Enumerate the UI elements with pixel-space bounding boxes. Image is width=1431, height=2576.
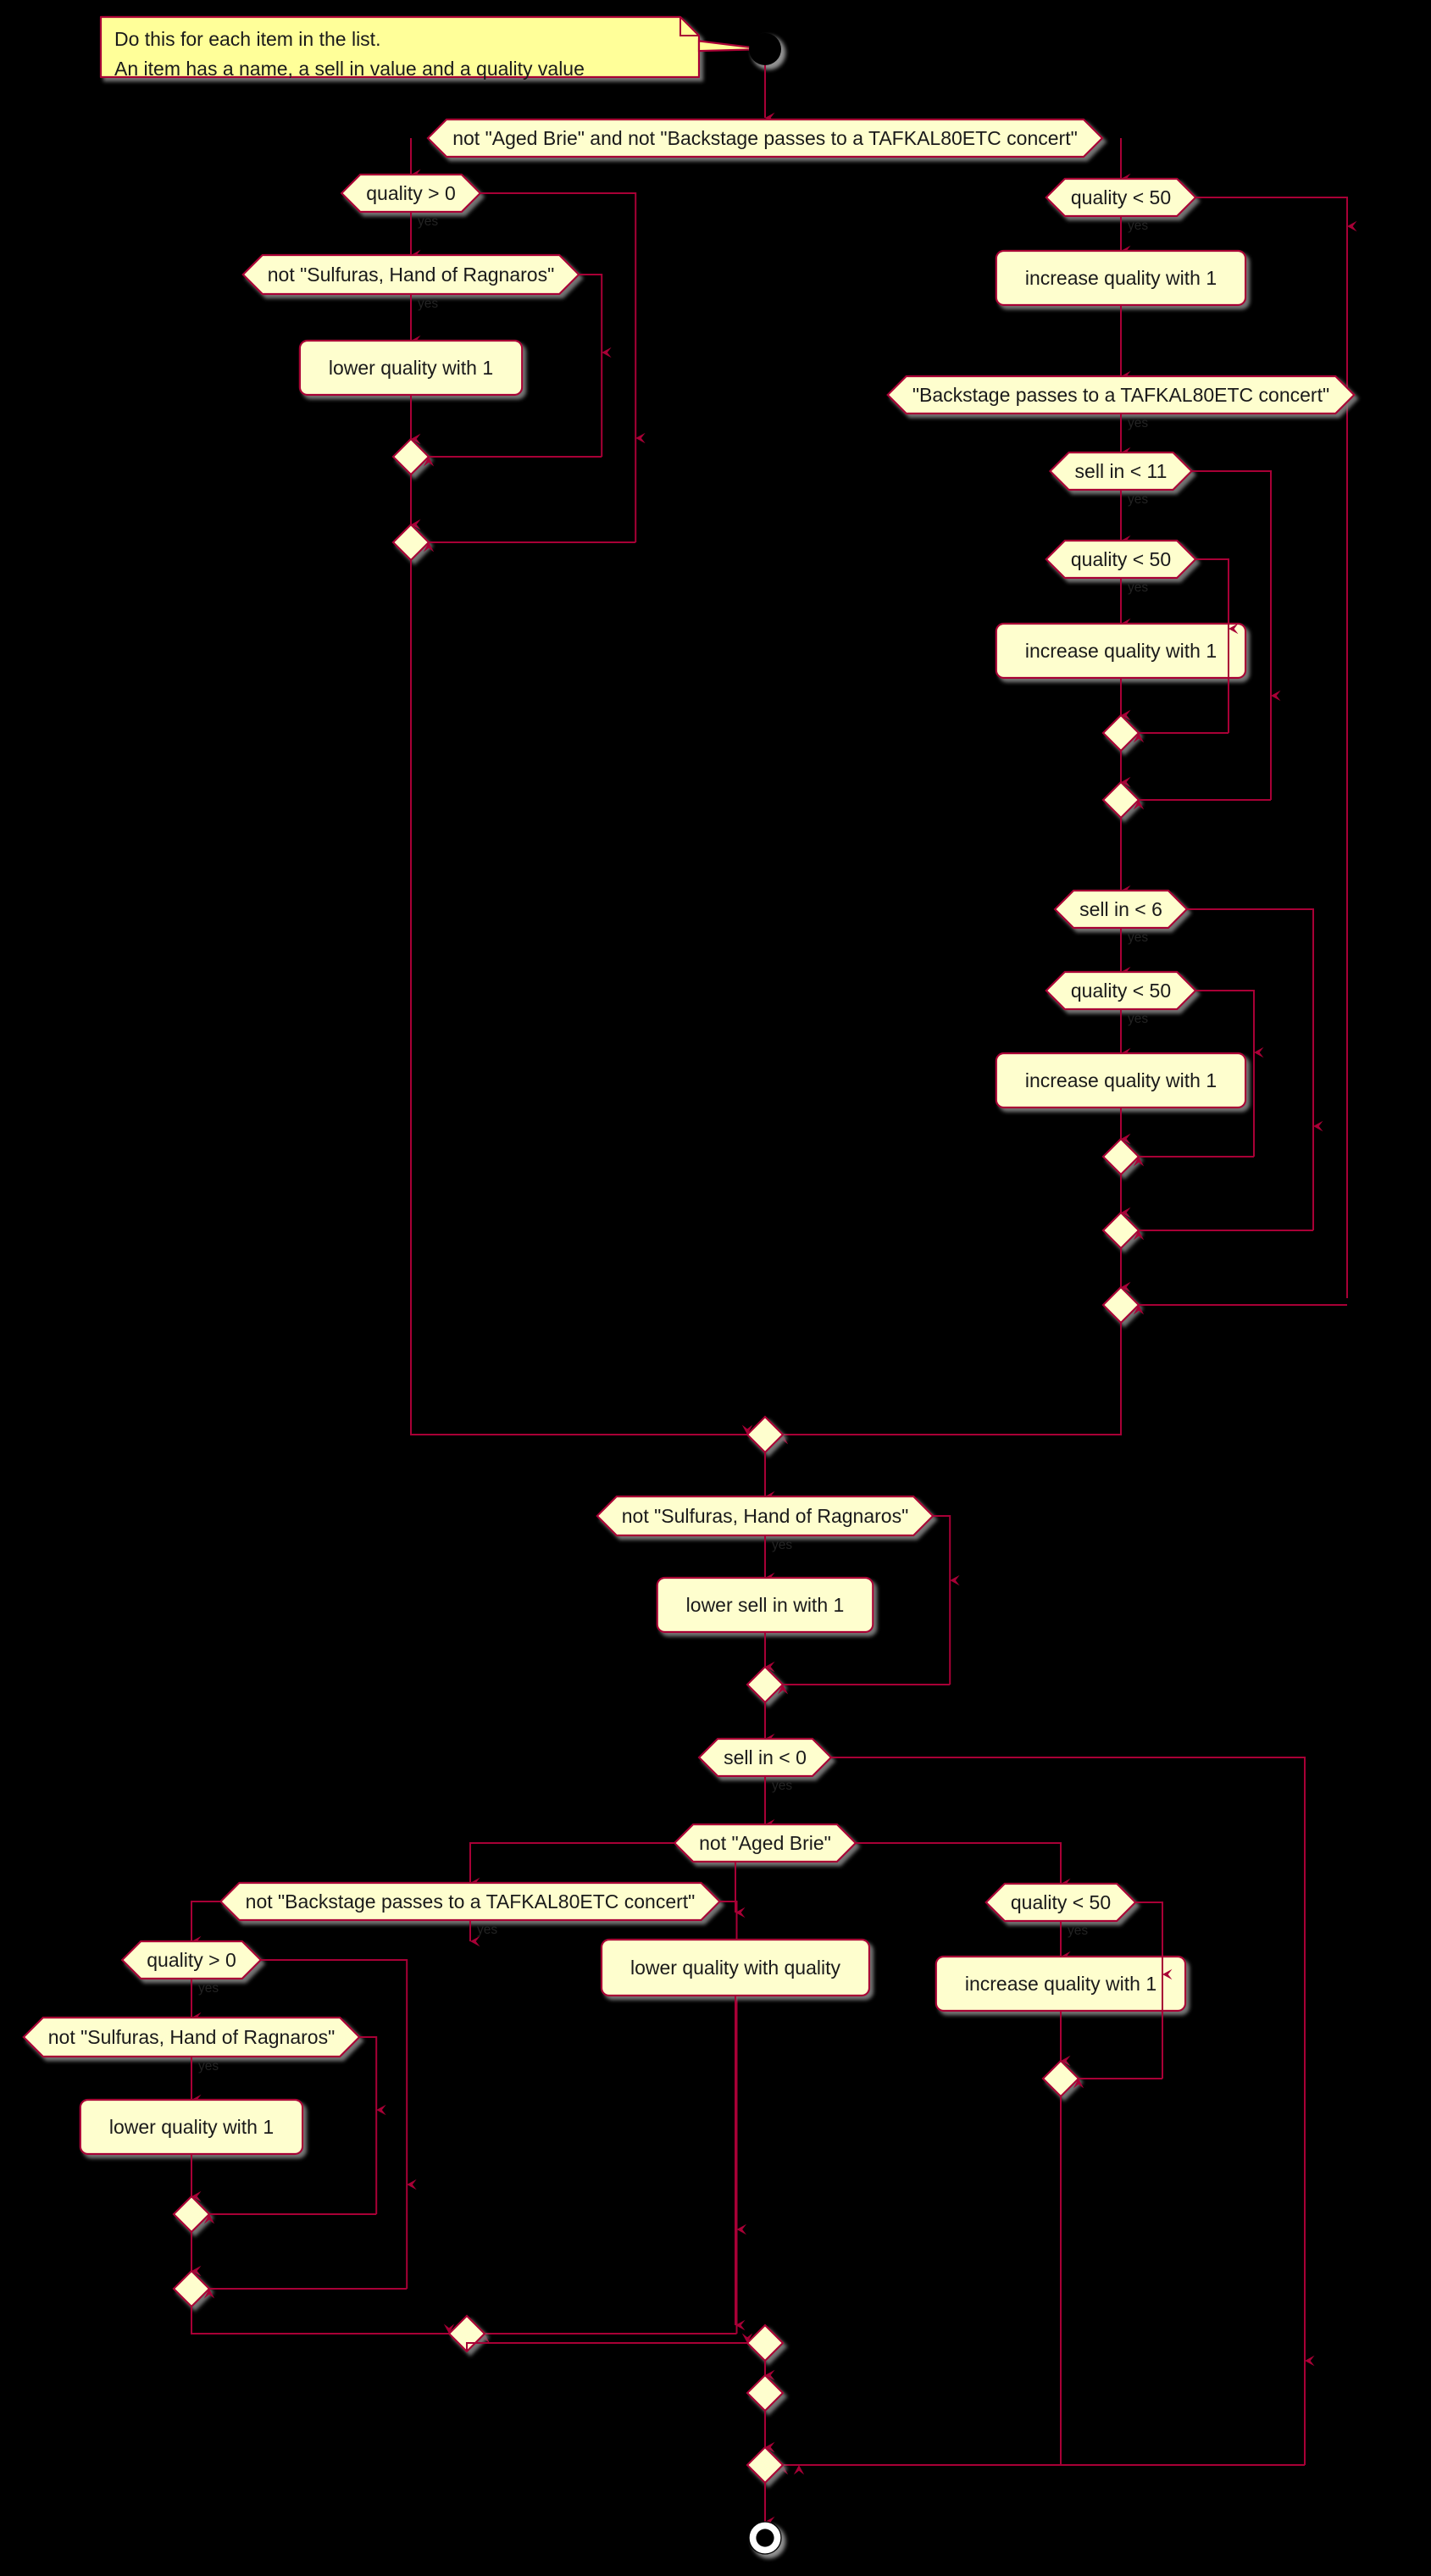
svg-text:not "Sulfuras, Hand of Ragnaro: not "Sulfuras, Hand of Ragnaros" xyxy=(622,1505,909,1527)
svg-text:increase quality with 1: increase quality with 1 xyxy=(1025,267,1217,289)
svg-text:increase quality with 1: increase quality with 1 xyxy=(1025,1069,1217,1091)
svg-text:lower quality with 1: lower quality with 1 xyxy=(109,2116,274,2138)
svg-text:"Backstage passes to a TAFKAL8: "Backstage passes to a TAFKAL80ETC conce… xyxy=(912,384,1329,406)
svg-text:yes: yes xyxy=(1128,1012,1148,1026)
svg-text:quality > 0: quality > 0 xyxy=(147,1949,236,1971)
svg-text:not "Sulfuras, Hand of Ragnaro: not "Sulfuras, Hand of Ragnaros" xyxy=(48,2026,336,2048)
svg-text:yes: yes xyxy=(772,1779,792,1793)
svg-text:yes: yes xyxy=(198,2059,219,2074)
svg-text:yes: yes xyxy=(1128,492,1148,507)
svg-text:sell in < 0: sell in < 0 xyxy=(724,1746,807,1768)
svg-text:increase quality with 1: increase quality with 1 xyxy=(1025,640,1217,662)
svg-text:sell in < 6: sell in < 6 xyxy=(1079,898,1162,920)
svg-text:yes: yes xyxy=(198,1981,219,1996)
svg-text:yes: yes xyxy=(418,214,438,229)
svg-text:yes: yes xyxy=(1128,580,1148,595)
svg-text:yes: yes xyxy=(1128,416,1148,430)
svg-text:increase quality with 1: increase quality with 1 xyxy=(965,1973,1156,1995)
svg-text:not "Aged Brie": not "Aged Brie" xyxy=(699,1832,831,1854)
svg-text:quality < 50: quality < 50 xyxy=(1011,1891,1111,1913)
svg-text:yes: yes xyxy=(477,1923,497,1937)
svg-text:yes: yes xyxy=(418,297,438,311)
svg-text:yes: yes xyxy=(1128,219,1148,233)
svg-text:yes: yes xyxy=(1068,1924,1088,1938)
svg-text:sell in < 11: sell in < 11 xyxy=(1075,460,1168,482)
svg-text:quality < 50: quality < 50 xyxy=(1071,980,1171,1002)
svg-text:quality < 50: quality < 50 xyxy=(1071,548,1171,570)
svg-text:yes: yes xyxy=(772,1538,792,1552)
svg-text:quality < 50: quality < 50 xyxy=(1071,186,1171,208)
svg-text:An item has a name, a sell in: An item has a name, a sell in value and … xyxy=(114,58,585,80)
svg-text:yes: yes xyxy=(1128,930,1148,945)
svg-text:Do this for each item in the l: Do this for each item in the list. xyxy=(114,28,380,50)
svg-text:not "Backstage passes to a TAF: not "Backstage passes to a TAFKAL80ETC c… xyxy=(246,1890,696,1913)
svg-text:lower quality with 1: lower quality with 1 xyxy=(329,357,493,379)
svg-text:quality > 0: quality > 0 xyxy=(366,182,456,204)
svg-text:lower sell in with 1: lower sell in with 1 xyxy=(686,1594,845,1616)
svg-text:not "Aged Brie" and not "Backs: not "Aged Brie" and not "Backstage passe… xyxy=(452,127,1078,149)
svg-text:not "Sulfuras, Hand of Ragnaro: not "Sulfuras, Hand of Ragnaros" xyxy=(268,264,555,286)
svg-text:lower quality with quality: lower quality with quality xyxy=(630,1957,841,1979)
